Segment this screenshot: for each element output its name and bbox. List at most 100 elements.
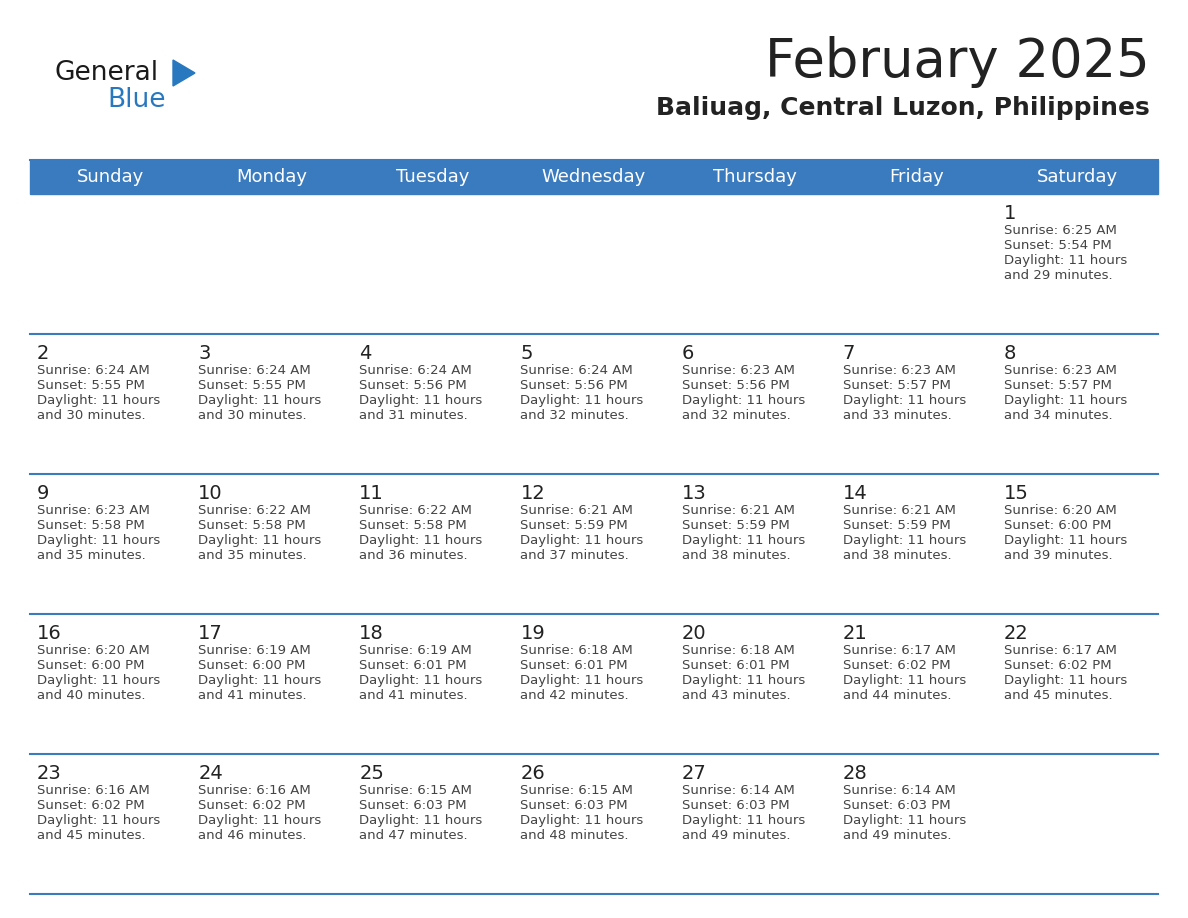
Text: Sunset: 5:54 PM: Sunset: 5:54 PM [1004, 239, 1112, 252]
Text: Sunrise: 6:15 AM: Sunrise: 6:15 AM [520, 784, 633, 797]
Text: Sunrise: 6:14 AM: Sunrise: 6:14 AM [842, 784, 955, 797]
Text: Sunset: 5:55 PM: Sunset: 5:55 PM [198, 379, 307, 392]
Text: 14: 14 [842, 484, 867, 503]
Text: Sunset: 6:00 PM: Sunset: 6:00 PM [198, 659, 305, 672]
Text: Sunset: 6:03 PM: Sunset: 6:03 PM [842, 799, 950, 812]
Text: 10: 10 [198, 484, 223, 503]
Text: Daylight: 11 hours: Daylight: 11 hours [1004, 534, 1127, 547]
Text: Saturday: Saturday [1037, 168, 1118, 186]
Text: and 38 minutes.: and 38 minutes. [682, 549, 790, 562]
Text: and 42 minutes.: and 42 minutes. [520, 689, 630, 702]
Bar [30, 194, 1158, 334]
Text: Sunset: 5:58 PM: Sunset: 5:58 PM [37, 519, 145, 532]
Text: 1: 1 [1004, 204, 1016, 223]
Text: Blue: Blue [107, 87, 165, 113]
Text: Sunset: 5:58 PM: Sunset: 5:58 PM [359, 519, 467, 532]
Text: 17: 17 [198, 624, 223, 643]
Text: 18: 18 [359, 624, 384, 643]
Text: 8: 8 [1004, 344, 1016, 363]
Text: and 37 minutes.: and 37 minutes. [520, 549, 630, 562]
Text: Wednesday: Wednesday [542, 168, 646, 186]
Text: Baliuag, Central Luzon, Philippines: Baliuag, Central Luzon, Philippines [656, 96, 1150, 120]
Text: Sunrise: 6:17 AM: Sunrise: 6:17 AM [842, 644, 955, 657]
Text: Sunrise: 6:24 AM: Sunrise: 6:24 AM [359, 364, 472, 377]
Text: Sunrise: 6:21 AM: Sunrise: 6:21 AM [520, 504, 633, 517]
Text: 13: 13 [682, 484, 707, 503]
Text: 28: 28 [842, 764, 867, 783]
Text: Daylight: 11 hours: Daylight: 11 hours [37, 674, 160, 687]
Text: Sunset: 5:56 PM: Sunset: 5:56 PM [520, 379, 628, 392]
Text: Daylight: 11 hours: Daylight: 11 hours [682, 814, 804, 827]
Text: Daylight: 11 hours: Daylight: 11 hours [842, 674, 966, 687]
Text: and 48 minutes.: and 48 minutes. [520, 829, 628, 842]
Text: Sunset: 6:03 PM: Sunset: 6:03 PM [520, 799, 628, 812]
Text: Sunrise: 6:23 AM: Sunrise: 6:23 AM [37, 504, 150, 517]
Text: Daylight: 11 hours: Daylight: 11 hours [359, 534, 482, 547]
Text: Sunrise: 6:16 AM: Sunrise: 6:16 AM [198, 784, 311, 797]
Text: Sunrise: 6:20 AM: Sunrise: 6:20 AM [1004, 504, 1117, 517]
Text: Daylight: 11 hours: Daylight: 11 hours [359, 814, 482, 827]
Text: and 45 minutes.: and 45 minutes. [37, 829, 146, 842]
Text: Daylight: 11 hours: Daylight: 11 hours [842, 534, 966, 547]
Text: Daylight: 11 hours: Daylight: 11 hours [682, 394, 804, 407]
Text: Sunrise: 6:21 AM: Sunrise: 6:21 AM [842, 504, 955, 517]
Text: and 31 minutes.: and 31 minutes. [359, 409, 468, 422]
Text: Sunrise: 6:22 AM: Sunrise: 6:22 AM [359, 504, 472, 517]
Text: Sunrise: 6:18 AM: Sunrise: 6:18 AM [520, 644, 633, 657]
Text: Sunset: 6:02 PM: Sunset: 6:02 PM [842, 659, 950, 672]
Text: Daylight: 11 hours: Daylight: 11 hours [359, 394, 482, 407]
Text: Sunset: 6:01 PM: Sunset: 6:01 PM [520, 659, 628, 672]
Text: Sunrise: 6:18 AM: Sunrise: 6:18 AM [682, 644, 795, 657]
Text: Daylight: 11 hours: Daylight: 11 hours [359, 674, 482, 687]
Text: 23: 23 [37, 764, 62, 783]
Text: 2: 2 [37, 344, 50, 363]
Text: and 30 minutes.: and 30 minutes. [198, 409, 307, 422]
Text: Sunset: 5:55 PM: Sunset: 5:55 PM [37, 379, 145, 392]
Text: Sunrise: 6:24 AM: Sunrise: 6:24 AM [37, 364, 150, 377]
Text: and 32 minutes.: and 32 minutes. [682, 409, 790, 422]
Text: and 44 minutes.: and 44 minutes. [842, 689, 952, 702]
Text: Daylight: 11 hours: Daylight: 11 hours [198, 534, 322, 547]
Text: 11: 11 [359, 484, 384, 503]
Text: 5: 5 [520, 344, 533, 363]
Text: and 35 minutes.: and 35 minutes. [198, 549, 307, 562]
Text: Sunrise: 6:24 AM: Sunrise: 6:24 AM [520, 364, 633, 377]
Text: and 49 minutes.: and 49 minutes. [842, 829, 952, 842]
Text: Monday: Monday [236, 168, 308, 186]
Text: 27: 27 [682, 764, 707, 783]
Text: and 36 minutes.: and 36 minutes. [359, 549, 468, 562]
Text: 4: 4 [359, 344, 372, 363]
Text: and 49 minutes.: and 49 minutes. [682, 829, 790, 842]
Bar [30, 474, 1158, 614]
Text: Daylight: 11 hours: Daylight: 11 hours [37, 394, 160, 407]
Text: Daylight: 11 hours: Daylight: 11 hours [682, 674, 804, 687]
Text: 15: 15 [1004, 484, 1029, 503]
Text: Sunrise: 6:24 AM: Sunrise: 6:24 AM [198, 364, 311, 377]
Text: Tuesday: Tuesday [396, 168, 469, 186]
Text: 7: 7 [842, 344, 855, 363]
Text: Sunset: 5:59 PM: Sunset: 5:59 PM [682, 519, 789, 532]
Text: Sunrise: 6:14 AM: Sunrise: 6:14 AM [682, 784, 795, 797]
Text: 21: 21 [842, 624, 867, 643]
Text: and 40 minutes.: and 40 minutes. [37, 689, 145, 702]
Text: Sunrise: 6:22 AM: Sunrise: 6:22 AM [198, 504, 311, 517]
Text: Daylight: 11 hours: Daylight: 11 hours [198, 674, 322, 687]
Text: Daylight: 11 hours: Daylight: 11 hours [1004, 674, 1127, 687]
Text: 20: 20 [682, 624, 706, 643]
Text: 16: 16 [37, 624, 62, 643]
Text: Daylight: 11 hours: Daylight: 11 hours [1004, 254, 1127, 267]
Text: Sunrise: 6:20 AM: Sunrise: 6:20 AM [37, 644, 150, 657]
Text: Friday: Friday [889, 168, 943, 186]
Text: Sunset: 6:03 PM: Sunset: 6:03 PM [682, 799, 789, 812]
Text: Sunset: 6:01 PM: Sunset: 6:01 PM [359, 659, 467, 672]
Text: Sunset: 6:02 PM: Sunset: 6:02 PM [198, 799, 305, 812]
Bar [30, 614, 1158, 754]
Bar [30, 334, 1158, 474]
Text: and 39 minutes.: and 39 minutes. [1004, 549, 1112, 562]
Polygon shape [173, 60, 195, 86]
Text: and 30 minutes.: and 30 minutes. [37, 409, 146, 422]
Text: and 43 minutes.: and 43 minutes. [682, 689, 790, 702]
Text: Sunset: 6:00 PM: Sunset: 6:00 PM [37, 659, 145, 672]
Text: and 34 minutes.: and 34 minutes. [1004, 409, 1112, 422]
Text: Sunrise: 6:25 AM: Sunrise: 6:25 AM [1004, 224, 1117, 237]
